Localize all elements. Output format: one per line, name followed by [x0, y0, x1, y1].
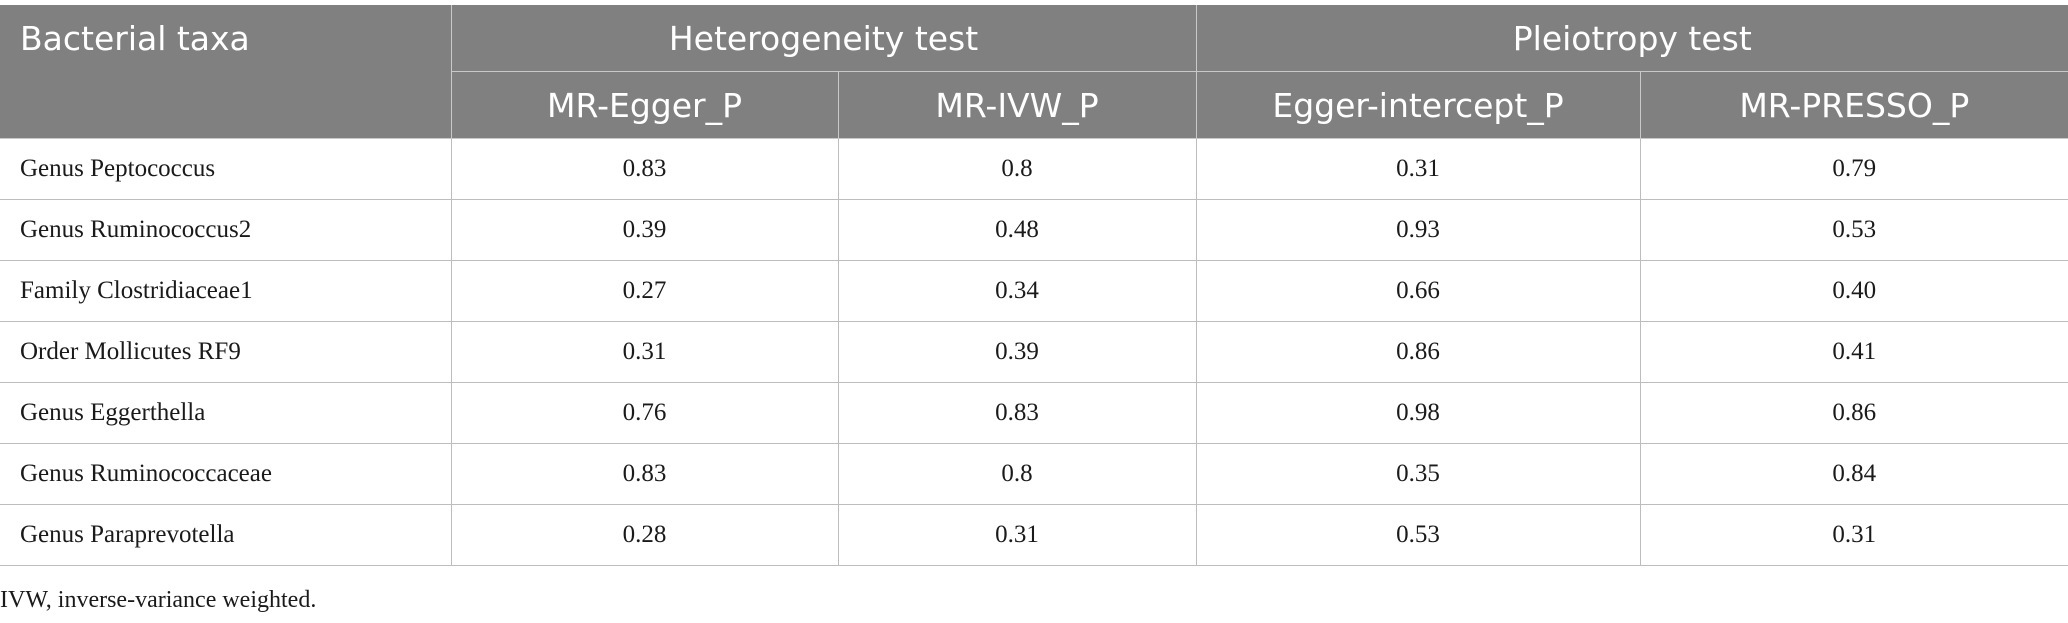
cell-mr-egger-p: 0.28 [450, 504, 839, 566]
cell-mr-egger-p: 0.27 [450, 260, 839, 322]
results-table: Bacterial taxa Heterogeneity test Pleiot… [0, 5, 2068, 566]
table-footnote: IVW, inverse-variance weighted. [0, 587, 317, 613]
cell-mr-presso-p: 0.31 [1639, 504, 2068, 566]
cell-egger-intercept-p: 0.86 [1195, 321, 1641, 383]
table-body: Genus Peptococcus 0.83 0.8 0.31 0.79 Gen… [0, 138, 2068, 566]
cell-mr-ivw-p: 0.8 [837, 138, 1197, 200]
cell-egger-intercept-p: 0.31 [1195, 138, 1641, 200]
cell-egger-intercept-p: 0.35 [1195, 443, 1641, 505]
cell-mr-egger-p: 0.83 [450, 138, 839, 200]
cell-mr-egger-p: 0.31 [450, 321, 839, 383]
header-mr-egger-p: MR-Egger_P [450, 71, 839, 139]
table-row: Genus Ruminococcaceae 0.83 0.8 0.35 0.84 [0, 443, 2068, 505]
header-mr-presso-p: MR-PRESSO_P [1639, 71, 2068, 139]
header-egger-intercept-p: Egger-intercept_P [1195, 71, 1641, 139]
header-bacterial-taxa: Bacterial taxa [0, 5, 452, 139]
cell-mr-presso-p: 0.86 [1639, 382, 2068, 444]
table-row: Order Mollicutes RF9 0.31 0.39 0.86 0.41 [0, 321, 2068, 383]
taxon-name: Genus Ruminococcus2 [0, 199, 452, 261]
cell-mr-egger-p: 0.83 [450, 443, 839, 505]
cell-mr-ivw-p: 0.39 [837, 321, 1197, 383]
cell-mr-ivw-p: 0.34 [837, 260, 1197, 322]
cell-mr-presso-p: 0.84 [1639, 443, 2068, 505]
cell-mr-ivw-p: 0.48 [837, 199, 1197, 261]
table-row: Genus Eggerthella 0.76 0.83 0.98 0.86 [0, 382, 2068, 444]
cell-mr-egger-p: 0.76 [450, 382, 839, 444]
cell-egger-intercept-p: 0.66 [1195, 260, 1641, 322]
table-header: Bacterial taxa Heterogeneity test Pleiot… [0, 5, 2068, 139]
taxon-name: Genus Eggerthella [0, 382, 452, 444]
results-table-container: Bacterial taxa Heterogeneity test Pleiot… [0, 5, 2068, 566]
table-row: Genus Ruminococcus2 0.39 0.48 0.93 0.53 [0, 199, 2068, 261]
cell-egger-intercept-p: 0.53 [1195, 504, 1641, 566]
taxon-name: Genus Peptococcus [0, 138, 452, 200]
header-group-heterogeneity: Heterogeneity test [450, 5, 1197, 72]
cell-mr-presso-p: 0.53 [1639, 199, 2068, 261]
taxon-name: Genus Ruminococcaceae [0, 443, 452, 505]
cell-mr-ivw-p: 0.31 [837, 504, 1197, 566]
cell-mr-ivw-p: 0.8 [837, 443, 1197, 505]
cell-mr-presso-p: 0.40 [1639, 260, 2068, 322]
cell-mr-presso-p: 0.79 [1639, 138, 2068, 200]
table-row: Genus Peptococcus 0.83 0.8 0.31 0.79 [0, 138, 2068, 200]
header-mr-ivw-p: MR-IVW_P [837, 71, 1197, 139]
header-group-pleiotropy: Pleiotropy test [1195, 5, 2068, 72]
cell-mr-ivw-p: 0.83 [837, 382, 1197, 444]
cell-egger-intercept-p: 0.93 [1195, 199, 1641, 261]
table-row: Family Clostridiaceae1 0.27 0.34 0.66 0.… [0, 260, 2068, 322]
taxon-name: Genus Paraprevotella [0, 504, 452, 566]
cell-egger-intercept-p: 0.98 [1195, 382, 1641, 444]
taxon-name: Family Clostridiaceae1 [0, 260, 452, 322]
cell-mr-presso-p: 0.41 [1639, 321, 2068, 383]
taxon-name: Order Mollicutes RF9 [0, 321, 452, 383]
table-row: Genus Paraprevotella 0.28 0.31 0.53 0.31 [0, 504, 2068, 566]
cell-mr-egger-p: 0.39 [450, 199, 839, 261]
